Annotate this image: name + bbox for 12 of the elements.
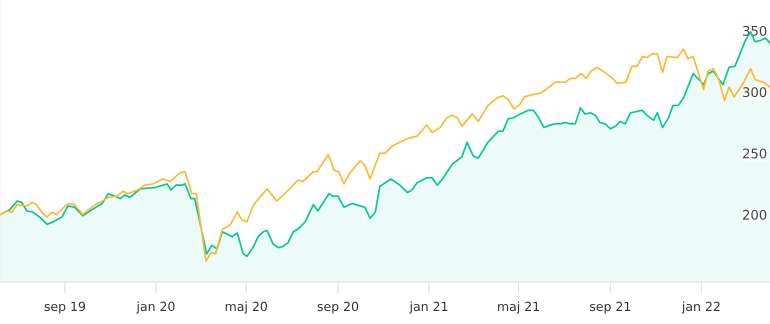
x-tick-label: sep 21 bbox=[590, 302, 630, 314]
y-tick-label: 300 bbox=[743, 87, 766, 98]
y-tick-label: 350 bbox=[743, 26, 766, 36]
x-tick-label: sep 19 bbox=[44, 302, 86, 314]
x-tick-label: maj 21 bbox=[498, 301, 539, 314]
x-tick-label: jan 20 bbox=[136, 301, 175, 314]
y-tick-label: 200 bbox=[743, 210, 766, 220]
x-tick-label: jan 21 bbox=[409, 301, 448, 314]
x-tick-label: maj 20 bbox=[226, 301, 267, 314]
x-tick-label: sep 20 bbox=[318, 302, 358, 314]
x-tick-label: jan 22 bbox=[682, 301, 720, 314]
y-tick-label: 250 bbox=[743, 148, 766, 158]
